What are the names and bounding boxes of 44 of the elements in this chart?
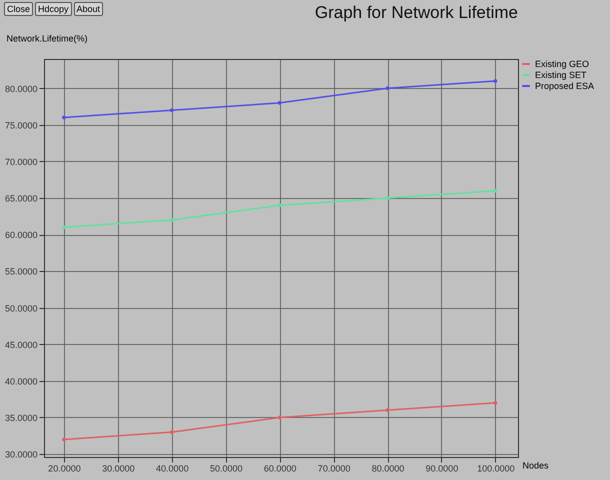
point [62,438,66,442]
legend-label: Proposed ESA [535,81,594,91]
button[interactable]: Close [4,2,34,16]
point [493,188,498,193]
x-tick-label: 80.0000 [372,464,404,474]
x-tick-label: 70.0000 [318,464,350,474]
y-tick-label: 45.0000 [4,340,38,350]
point [278,101,282,105]
x-tick-label: 60.0000 [264,464,296,474]
x-tick-label: 50.0000 [210,464,242,474]
y-axis-title: Network.Lifetime(%) [6,34,88,44]
point [278,203,282,208]
y-tick-label: 50.0000 [4,303,38,314]
button[interactable]: About [74,2,104,16]
y-tick-label: 40.0000 [4,376,38,386]
x-tick-label: 40.0000 [156,464,189,474]
y-tick-label: 30.0000 [4,450,38,460]
y-tick-label: 60.0000 [4,230,38,240]
legend-label: Existing SET [535,70,588,80]
x-axis-title: Nodes [522,460,550,470]
x-tick-label: 20.0000 [48,464,81,474]
y-tick-label: 65.0000 [4,194,38,204]
point [170,218,174,222]
legend-label: Existing GEO [535,59,590,69]
point [170,430,174,434]
point [170,108,174,112]
y-tick-label: 55.0000 [4,266,38,277]
chart-title: Graph for Network Lifetime [314,3,518,22]
x-tick-label: 30.0000 [102,464,135,474]
y-tick-label: 70.0000 [4,156,38,167]
y-tick-label: 75.0000 [4,120,38,130]
x-tick-label: 100.0000 [477,464,515,474]
point [493,400,498,405]
point [62,225,66,230]
point [386,408,390,412]
point [62,116,66,120]
point [278,416,282,420]
point [386,196,390,200]
button[interactable]: Hdcopy [35,2,72,16]
point [493,79,498,83]
y-tick-label: 35.0000 [4,412,38,423]
y-tick-label: 80.0000 [4,84,38,94]
x-tick-label: 90.0000 [426,464,458,474]
point [386,86,390,90]
